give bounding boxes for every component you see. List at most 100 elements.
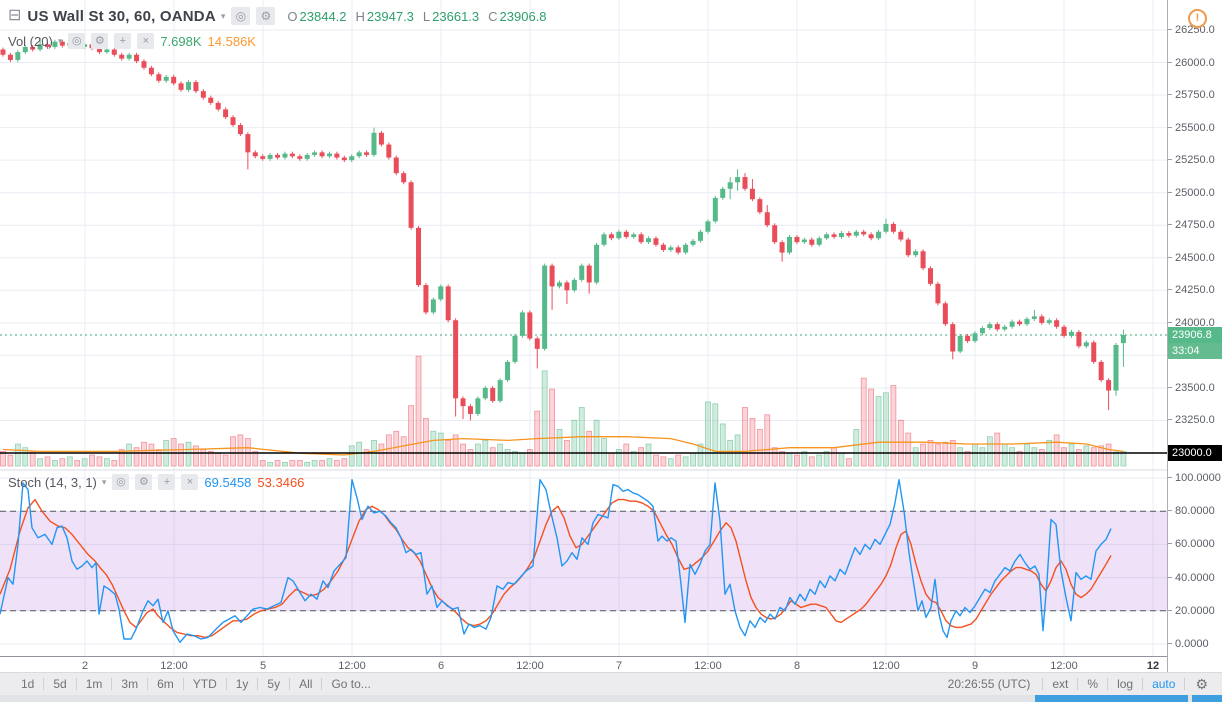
visibility-icon[interactable]: ◎ xyxy=(68,33,86,49)
price-tick-label: 25750.0 xyxy=(1168,89,1215,101)
stoch-tick-label: 80.0000 xyxy=(1168,505,1215,517)
visibility-icon[interactable]: ◎ xyxy=(231,7,251,25)
price-tick-label: 26000.0 xyxy=(1168,57,1215,69)
time-tick-label: 12:00 xyxy=(1050,660,1078,672)
range-button-go-to-[interactable]: Go to... xyxy=(331,677,371,691)
range-button-5y[interactable]: 5y xyxy=(267,677,281,691)
price-tick-label: 25250.0 xyxy=(1168,154,1215,166)
time-tick-label: 12:00 xyxy=(160,660,188,672)
price-tick-label: 24250.0 xyxy=(1168,284,1215,296)
divider xyxy=(1042,678,1044,690)
range-button-5d[interactable]: 5d xyxy=(53,677,67,691)
price-tick-label: 23250.0 xyxy=(1168,414,1215,426)
divider xyxy=(147,678,149,690)
range-button-6m[interactable]: 6m xyxy=(157,677,174,691)
divider xyxy=(182,678,184,690)
price-tick-label: 25000.0 xyxy=(1168,187,1215,199)
visibility-icon[interactable]: ◎ xyxy=(112,474,130,490)
stoch-tick-label: 20.0000 xyxy=(1168,605,1215,617)
add-icon[interactable]: + xyxy=(158,474,176,490)
time-tick-label: 5 xyxy=(259,660,267,672)
high-label: H xyxy=(355,8,365,24)
divider xyxy=(289,678,291,690)
scrollbar-thumb[interactable] xyxy=(1035,695,1188,702)
close-icon[interactable]: × xyxy=(137,33,155,49)
range-buttons: 1d 5d 1m 3m 6m YTD 1y 5y All Go to... xyxy=(12,673,380,695)
divider xyxy=(321,678,323,690)
price-tick-label: 24750.0 xyxy=(1168,219,1215,231)
chart-canvas xyxy=(0,0,1167,656)
volume-value: 7.698K xyxy=(160,33,202,49)
close-icon[interactable]: × xyxy=(181,474,199,490)
low-label: L xyxy=(422,8,431,24)
time-tick-label: 12:00 xyxy=(516,660,544,672)
range-button-1y[interactable]: 1y xyxy=(235,677,249,691)
add-icon[interactable]: + xyxy=(114,33,132,49)
warning-icon[interactable]: ! xyxy=(1188,9,1207,28)
stoch-d-value: 53.3466 xyxy=(257,474,305,490)
time-axis[interactable]: 2 12:00 5 12:00 6 12:00 7 12:00 8 12:00 9 12:00 12 xyxy=(0,656,1222,673)
toggle-log[interactable]: log xyxy=(1117,677,1134,691)
open-label: O xyxy=(287,8,298,24)
price-tick-label: 26250.0 xyxy=(1168,24,1215,36)
range-button-1m[interactable]: 1m xyxy=(85,677,103,691)
chevron-down-icon[interactable]: ▾ xyxy=(101,476,107,487)
symbol-title[interactable]: US Wall St 30, 60, OANDA xyxy=(27,7,216,25)
divider xyxy=(111,678,113,690)
stoch-k-value: 69.5458 xyxy=(204,474,252,490)
stoch-tick-label: 60.0000 xyxy=(1168,538,1215,550)
low-value: 23661.3 xyxy=(432,8,480,24)
collapse-pane-icon[interactable]: ⊟ xyxy=(8,7,22,24)
time-tick-label: 8 xyxy=(793,660,801,672)
close-label: C xyxy=(488,8,498,24)
chevron-down-icon[interactable]: ▾ xyxy=(220,10,226,21)
volume-indicator-title[interactable]: Vol (20) xyxy=(8,33,53,49)
stoch-tick-label: 100.0000 xyxy=(1168,472,1221,484)
stoch-indicator-title[interactable]: Stoch (14, 3, 1) xyxy=(8,474,97,490)
time-tick-label: 2 xyxy=(81,660,89,672)
divider xyxy=(43,678,45,690)
close-value: 23906.8 xyxy=(499,8,547,24)
high-value: 23947.3 xyxy=(366,8,414,24)
chevron-down-icon[interactable]: ▾ xyxy=(57,35,63,46)
volume-ma-value: 14.586K xyxy=(207,33,256,49)
gear-icon[interactable]: ⚙ xyxy=(1195,675,1208,692)
price-tick-label: 24000.0 xyxy=(1168,317,1215,329)
stoch-legend: Stoch (14, 3, 1) ▾ ◎ ⚙ + × 69.5458 53.34… xyxy=(8,474,304,490)
settings-icon[interactable]: ⚙ xyxy=(256,7,276,25)
time-tick-label: 12:00 xyxy=(872,660,900,672)
divider xyxy=(1142,678,1144,690)
volume-legend: Vol (20) ▾ ◎ ⚙ + × 7.698K 14.586K xyxy=(8,33,256,49)
time-tick-label: 7 xyxy=(615,660,623,672)
bar-countdown-label: 33:04 xyxy=(1168,342,1222,359)
time-tick-label: 6 xyxy=(437,660,445,672)
range-button-3m[interactable]: 3m xyxy=(121,677,139,691)
scrollbar-thumb-end[interactable] xyxy=(1192,695,1222,702)
range-button-ytd[interactable]: YTD xyxy=(192,677,217,691)
clock-utc[interactable]: 20:26:55 (UTC) xyxy=(947,677,1031,691)
time-tick-label: 9 xyxy=(971,660,979,672)
toggle-auto[interactable]: auto xyxy=(1152,677,1176,691)
price-axis[interactable]: 23906.8 33:04 23000.0 26250.0 26000.0 2575… xyxy=(1167,0,1222,672)
stoch-tick-label: 40.0000 xyxy=(1168,572,1215,584)
toggle-percent[interactable]: % xyxy=(1087,677,1099,691)
divider xyxy=(1184,678,1186,690)
toolbar-right: 20:26:55 (UTC) ext% log auto ⚙ xyxy=(936,673,1210,695)
open-value: 23844.2 xyxy=(299,8,347,24)
settings-icon[interactable]: ⚙ xyxy=(135,474,153,490)
divider xyxy=(1107,678,1109,690)
toggle-ext[interactable]: ext xyxy=(1052,677,1069,691)
range-button-all[interactable]: All xyxy=(299,677,313,691)
price-tick-label: 24500.0 xyxy=(1168,252,1215,264)
settings-icon[interactable]: ⚙ xyxy=(91,33,109,49)
divider xyxy=(257,678,259,690)
divider xyxy=(1077,678,1079,690)
time-tick-label: 12:00 xyxy=(694,660,722,672)
horizontal-scrollbar[interactable] xyxy=(0,695,1222,702)
range-button-1d[interactable]: 1d xyxy=(21,677,35,691)
time-tick-label: 12 xyxy=(1146,660,1160,672)
price-tick-label: 25500.0 xyxy=(1168,122,1215,134)
ohlc-readout: O 23844.2 H 23947.3 L 23661.3 C 23906.8 xyxy=(287,9,546,24)
current-price-label: 23906.8 xyxy=(1168,326,1222,343)
